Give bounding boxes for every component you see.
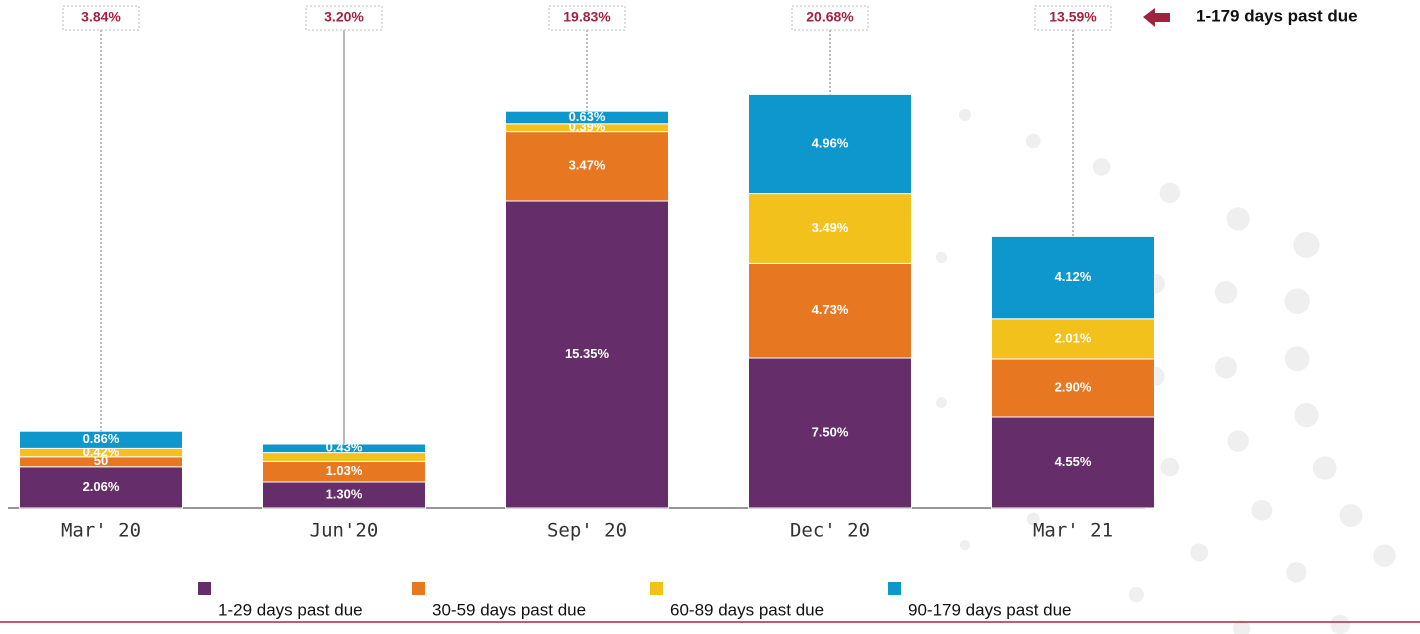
data-label: 4.73% <box>812 302 849 317</box>
dot <box>1215 356 1238 379</box>
dot <box>1251 499 1273 521</box>
annotation-arrow <box>1143 8 1170 27</box>
dot <box>1226 207 1250 231</box>
data-label: 2.06% <box>83 479 120 494</box>
x-tick-label: Sep' 20 <box>547 520 627 542</box>
bar-segment <box>748 357 912 509</box>
total-box <box>305 5 383 31</box>
data-label: 4.12% <box>1055 269 1092 284</box>
dot <box>1294 403 1319 428</box>
x-tick-label: Jun'20 <box>310 520 379 542</box>
dot <box>1284 346 1310 372</box>
legend-label: 60-89 days past due <box>670 600 824 619</box>
data-label: 0.43% <box>326 440 363 455</box>
bar-segment <box>505 200 669 509</box>
legend-label: 30-59 days past due <box>432 600 586 619</box>
total-box <box>791 5 869 31</box>
dot <box>1330 614 1350 634</box>
x-tick-label: Mar' 20 <box>61 520 141 542</box>
dot <box>1293 231 1320 258</box>
dot <box>1284 288 1310 314</box>
total-box <box>1034 5 1112 31</box>
legend-swatch <box>650 582 663 595</box>
dot <box>1026 512 1040 526</box>
total-label: 13.59% <box>1049 9 1097 25</box>
data-label: 2.01% <box>1055 330 1092 345</box>
total-label: 20.68% <box>806 9 854 25</box>
dot <box>1159 182 1181 204</box>
data-label: 7.50% <box>812 424 849 439</box>
total-box <box>62 5 140 31</box>
data-label: 4.96% <box>812 135 849 150</box>
bar-segment <box>748 93 912 195</box>
dot <box>936 397 947 409</box>
dot <box>1312 456 1337 480</box>
x-tick-label: Mar' 21 <box>1033 520 1113 542</box>
total-label: 3.84% <box>81 9 121 25</box>
dot <box>959 540 971 551</box>
dot <box>1232 620 1251 634</box>
dot <box>1092 158 1111 176</box>
data-label: 1.03% <box>326 463 363 478</box>
total-label: 19.83% <box>563 9 611 25</box>
bar-segment <box>991 235 1155 320</box>
data-label: 4.55% <box>1055 454 1092 469</box>
dot <box>1214 281 1238 304</box>
bar-segment <box>19 466 183 509</box>
dot <box>1227 430 1249 452</box>
x-tick-label: Dec' 20 <box>790 520 870 542</box>
dot <box>1025 133 1041 149</box>
dot <box>1339 504 1363 528</box>
legend-swatch <box>198 582 211 595</box>
dot <box>1286 562 1307 583</box>
legend-label: 90-179 days past due <box>908 600 1072 619</box>
bar-segment <box>748 193 912 264</box>
dot <box>935 251 948 264</box>
dot <box>958 108 971 121</box>
legend-swatch <box>888 582 901 595</box>
bar-segment <box>505 131 669 202</box>
dot <box>1160 457 1180 477</box>
total-box <box>548 5 626 31</box>
data-label: 3.49% <box>812 220 849 235</box>
total-label: 3.20% <box>324 9 364 25</box>
legend-swatch <box>412 582 425 595</box>
data-label: 15.35% <box>565 346 610 361</box>
bar-segment <box>262 481 426 509</box>
data-label: 0.63% <box>569 109 606 124</box>
bar-segment <box>991 318 1155 360</box>
bar-segment <box>991 416 1155 509</box>
legend-label: 1-29 days past due <box>218 600 363 619</box>
data-label: 0.86% <box>83 431 120 446</box>
dot <box>1373 544 1396 567</box>
data-label: 2.90% <box>1055 379 1092 394</box>
dot <box>1128 587 1145 603</box>
bar-segment <box>991 358 1155 418</box>
data-label: 1.30% <box>326 486 363 501</box>
data-label: 3.47% <box>569 158 606 173</box>
annotation: 1-179 days past due <box>1196 6 1358 25</box>
dot <box>1190 543 1209 562</box>
